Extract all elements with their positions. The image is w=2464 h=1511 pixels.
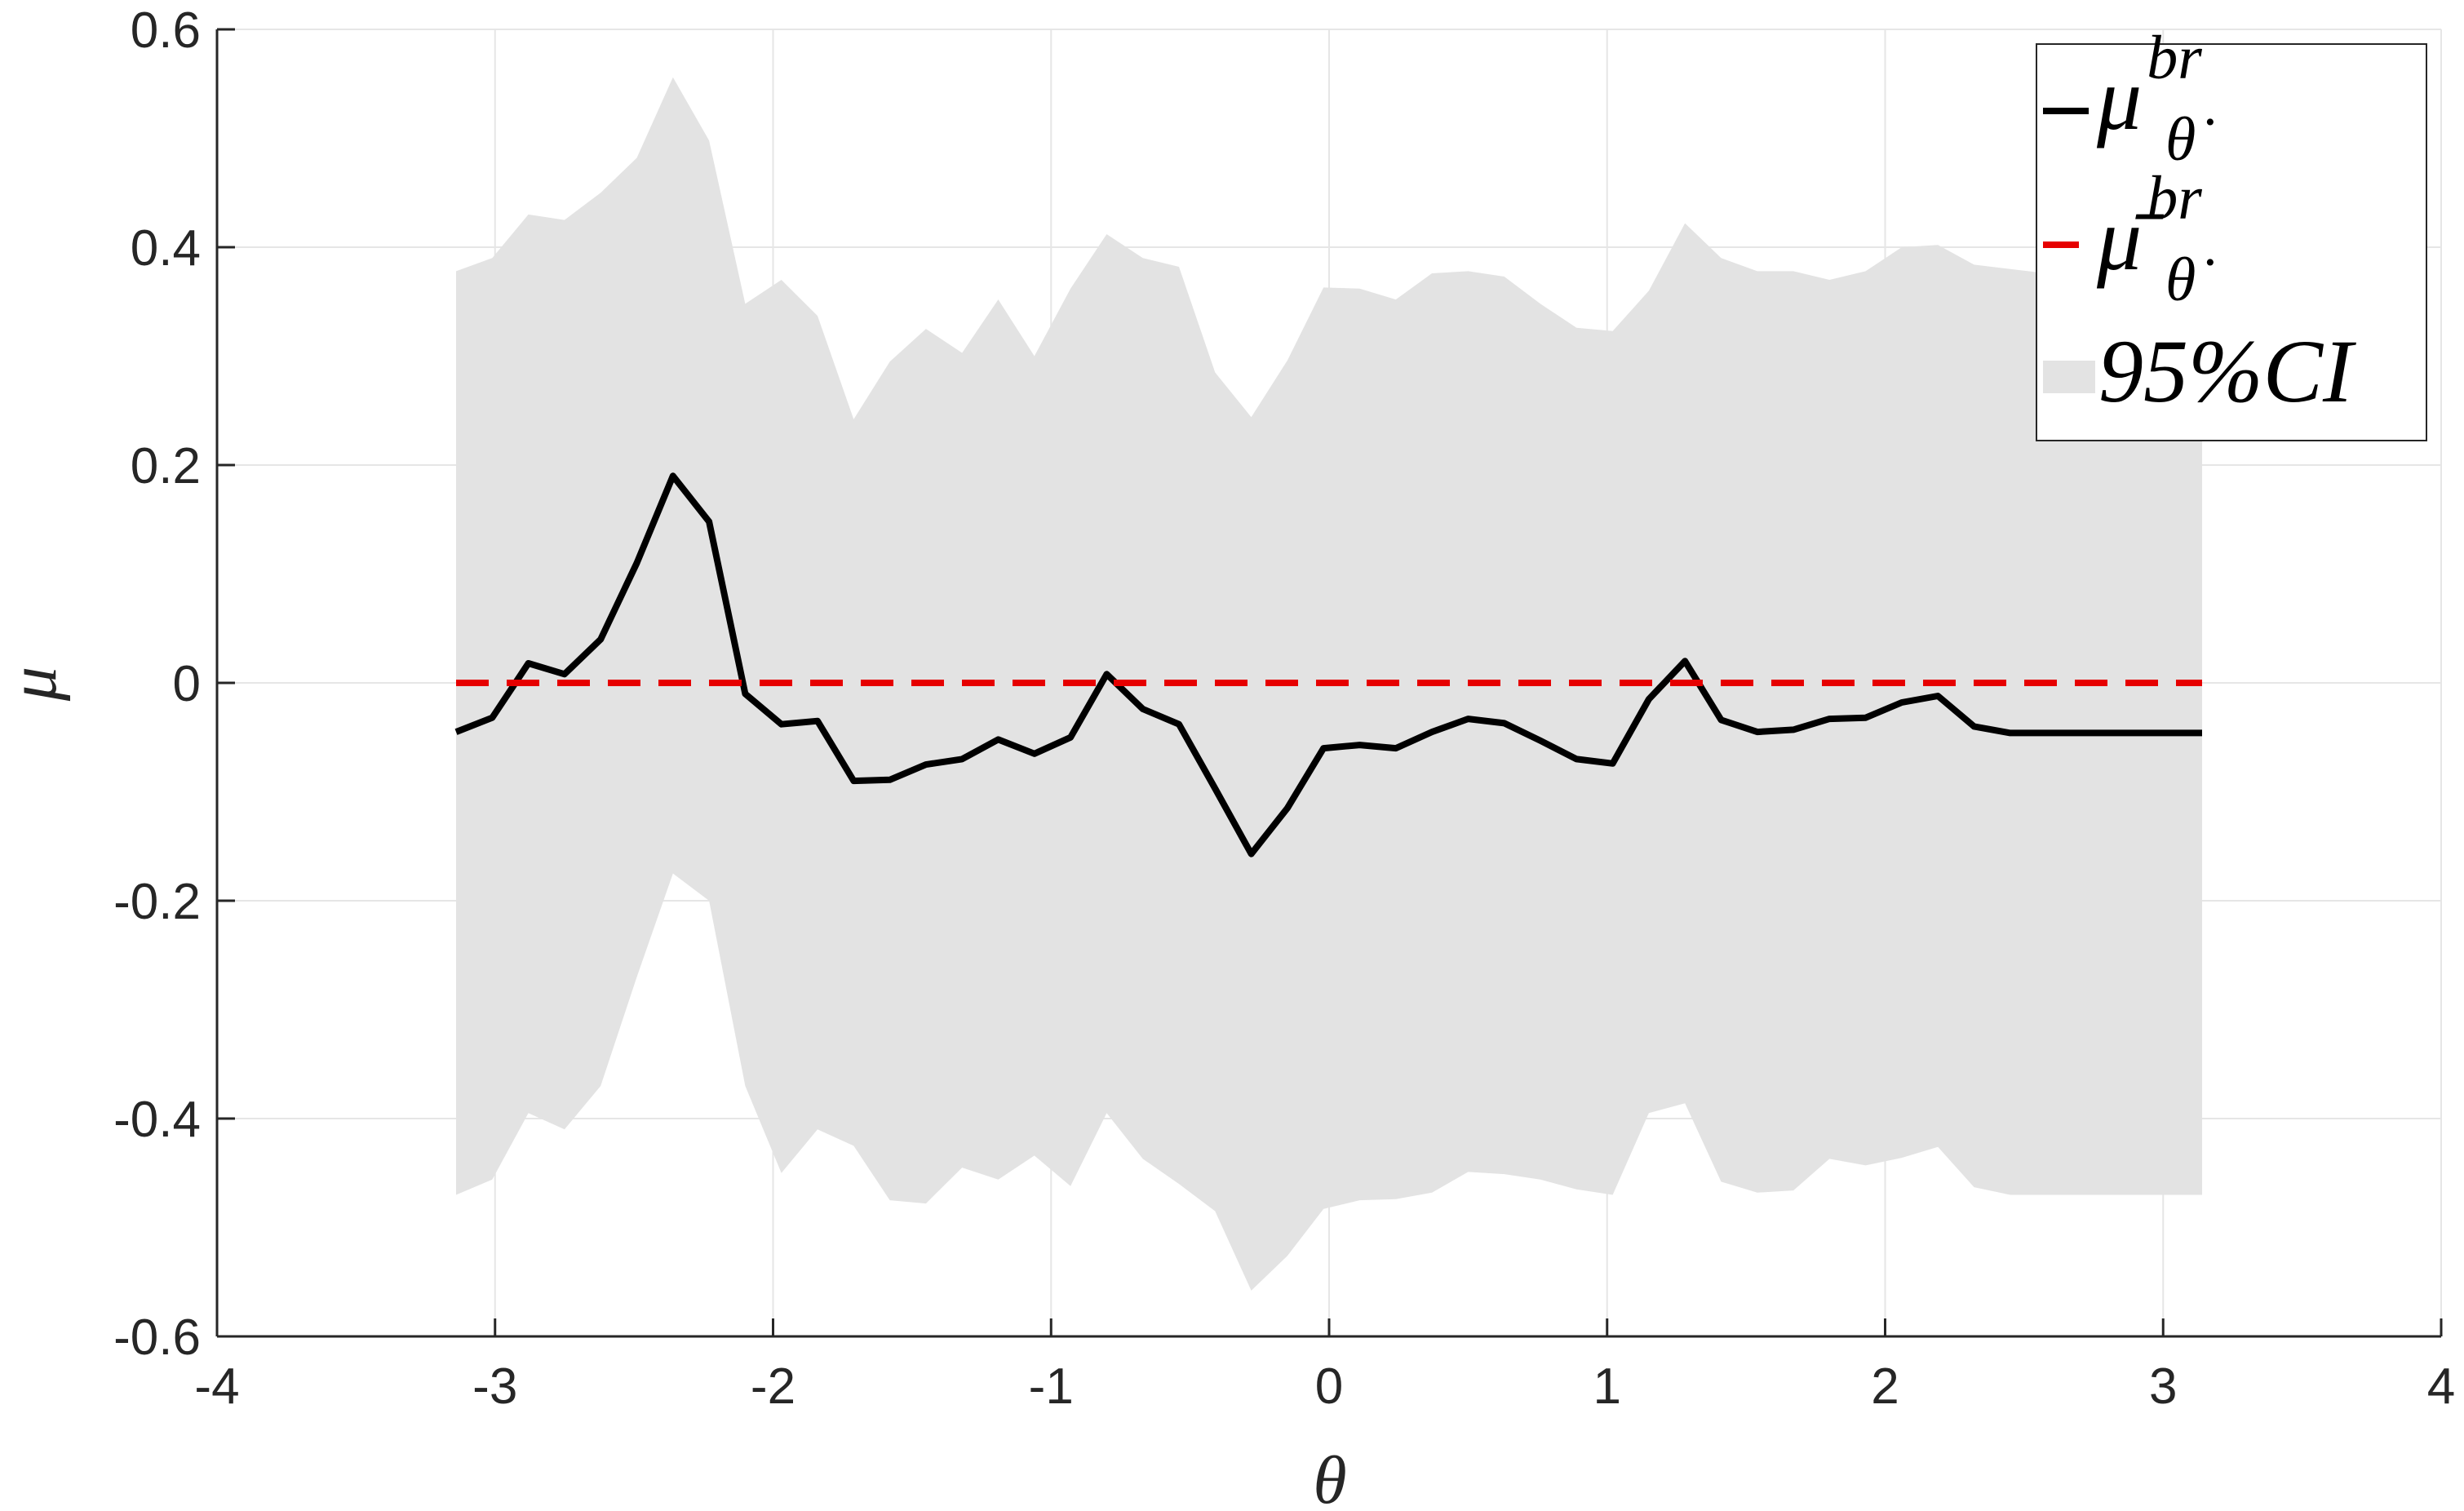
y-axis-label: μ [0,667,71,702]
legend-swatch-ci [2043,361,2095,393]
x-tick-label-0: -4 [194,1358,239,1415]
tick-labels: -4 -3 -2 -1 0 1 2 3 4 -0.6 -0.4 -0.2 0 0.2 0.4 0.6 [113,2,2455,1415]
series-lines [454,472,2202,857]
legend-mean-superscript: br [2147,24,2202,92]
legend-mean-symbol: μ [2096,49,2142,148]
x-tick-label-2: -2 [751,1358,795,1415]
x-tick-label-3: -1 [1029,1358,1074,1415]
axes [215,28,2443,1338]
x-axis-label: θ [1313,1442,1346,1511]
x-tick-label-7: 3 [2149,1358,2177,1415]
x-tick-label-8: 4 [2427,1358,2455,1415]
legend-reference-superscript: br [2147,164,2202,233]
y-tick-label-3: 0 [173,656,201,712]
y-tick-label-5: 0.4 [131,220,201,277]
x-tick-label-5: 1 [1593,1358,1621,1415]
y-tick-label-1: -0.4 [113,1092,201,1148]
legend-label-ci: 95%CI [2098,321,2356,421]
y-tick-label-4: 0.2 [131,438,201,494]
mean-line [454,472,2202,857]
y-tick-label-2: -0.2 [113,874,201,930]
legend: μbr θ̇ μ̄br θ̇ 95%CI [2036,24,2427,441]
x-tick-label-1: -3 [472,1358,517,1415]
legend-label-mean: μbr θ̇ [2096,24,2214,174]
x-tick-label-4: 0 [1315,1358,1343,1415]
legend-box [2036,43,2427,441]
y-tick-label-0: -0.6 [113,1309,201,1366]
y-tick-label-6: 0.6 [131,2,201,59]
x-tick-label-6: 2 [1871,1358,1899,1415]
